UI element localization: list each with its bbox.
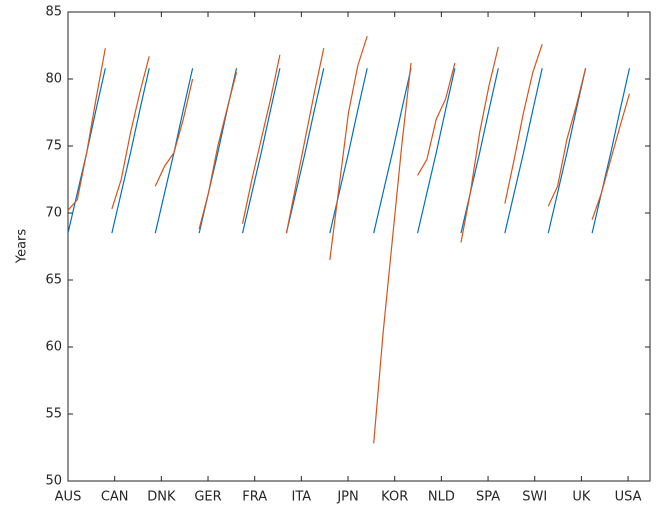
x-tick-label: SWI <box>522 490 547 505</box>
x-tick-label: JPN <box>336 490 358 505</box>
x-tick-label: KOR <box>381 490 408 505</box>
x-tick-label: UK <box>572 490 591 505</box>
x-tick-label: AUS <box>55 490 82 505</box>
y-tick-label: 75 <box>45 139 62 154</box>
x-tick-label: FRA <box>242 490 267 505</box>
series-line <box>67 35 631 444</box>
x-tick-label: GER <box>194 490 221 505</box>
x-tick-label: NLD <box>428 490 455 505</box>
y-tick-label: 85 <box>45 5 62 20</box>
y-tick-label: 80 <box>45 72 62 87</box>
x-tick-label: DNK <box>147 490 176 505</box>
y-tick-label: 60 <box>45 340 62 355</box>
x-tick-label: USA <box>615 490 642 505</box>
x-tick-label: SPA <box>476 490 500 505</box>
y-tick-label: 55 <box>45 407 62 422</box>
y-tick-label: 50 <box>45 474 62 489</box>
y-tick-label: 70 <box>45 206 62 221</box>
y-axis-label: Years <box>15 229 30 265</box>
y-tick-label: 65 <box>45 273 62 288</box>
x-tick-label: ITA <box>292 490 312 505</box>
plot-frame <box>67 11 651 482</box>
x-tick-label: CAN <box>101 490 129 505</box>
